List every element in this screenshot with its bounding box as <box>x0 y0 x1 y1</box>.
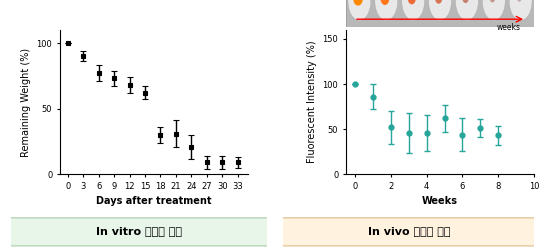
X-axis label: Days after treatment: Days after treatment <box>96 196 212 206</box>
X-axis label: Weeks: Weeks <box>422 196 458 206</box>
Y-axis label: Fluorescent Intensity (%): Fluorescent Intensity (%) <box>307 41 317 163</box>
Text: In vitro 분해도 평가: In vitro 분해도 평가 <box>96 226 182 236</box>
Y-axis label: Remaining Weight (%): Remaining Weight (%) <box>21 48 31 157</box>
FancyBboxPatch shape <box>6 218 272 246</box>
Text: In vivo 분해도 평가: In vivo 분해도 평가 <box>367 226 450 236</box>
FancyBboxPatch shape <box>278 218 539 246</box>
